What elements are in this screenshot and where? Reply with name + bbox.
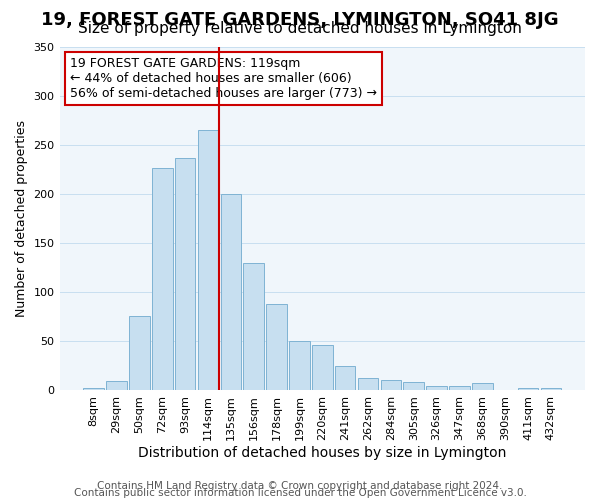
Bar bbox=[266, 304, 287, 390]
Bar bbox=[472, 382, 493, 390]
Bar bbox=[244, 262, 264, 390]
X-axis label: Distribution of detached houses by size in Lymington: Distribution of detached houses by size … bbox=[138, 446, 506, 460]
Bar bbox=[175, 158, 196, 390]
Bar bbox=[426, 386, 447, 390]
Bar bbox=[403, 382, 424, 390]
Bar bbox=[106, 380, 127, 390]
Bar bbox=[449, 386, 470, 390]
Text: 19 FOREST GATE GARDENS: 119sqm
← 44% of detached houses are smaller (606)
56% of: 19 FOREST GATE GARDENS: 119sqm ← 44% of … bbox=[70, 57, 377, 100]
Bar bbox=[289, 342, 310, 390]
Bar bbox=[335, 366, 355, 390]
Bar bbox=[541, 388, 561, 390]
Y-axis label: Number of detached properties: Number of detached properties bbox=[15, 120, 28, 317]
Bar bbox=[518, 388, 538, 390]
Bar bbox=[380, 380, 401, 390]
Bar bbox=[129, 316, 150, 390]
Text: 19, FOREST GATE GARDENS, LYMINGTON, SO41 8JG: 19, FOREST GATE GARDENS, LYMINGTON, SO41… bbox=[41, 11, 559, 29]
Bar bbox=[358, 378, 378, 390]
Bar bbox=[152, 168, 173, 390]
Text: Size of property relative to detached houses in Lymington: Size of property relative to detached ho… bbox=[78, 22, 522, 36]
Bar bbox=[198, 130, 218, 390]
Bar bbox=[312, 346, 332, 391]
Bar bbox=[83, 388, 104, 390]
Text: Contains public sector information licensed under the Open Government Licence v3: Contains public sector information licen… bbox=[74, 488, 526, 498]
Bar bbox=[221, 194, 241, 390]
Text: Contains HM Land Registry data © Crown copyright and database right 2024.: Contains HM Land Registry data © Crown c… bbox=[97, 481, 503, 491]
